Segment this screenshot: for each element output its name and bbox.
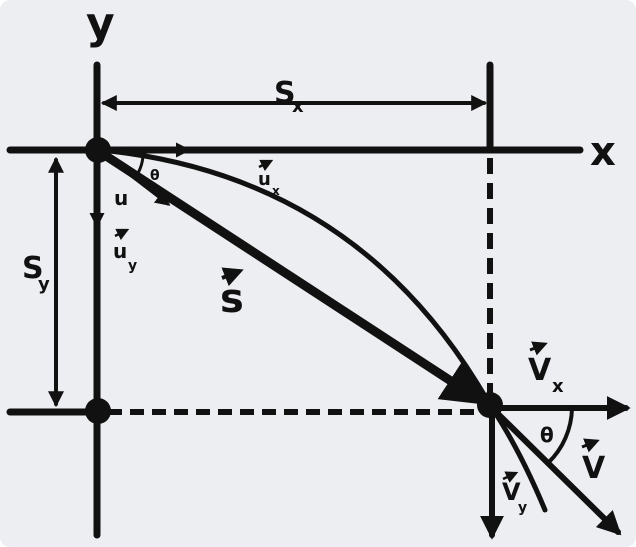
vx-vector-mark [529, 341, 548, 356]
x-axis-label: x [590, 129, 616, 175]
theta-bottom-label: θ [540, 423, 554, 447]
uy-subscript: y [128, 258, 137, 274]
v-arrow [489, 405, 622, 536]
origin-point [85, 137, 111, 163]
v-vector-mark [581, 438, 600, 453]
vy-label: V [502, 478, 521, 506]
theta-arc-top [133, 148, 145, 180]
vy-subscript: y [518, 500, 527, 516]
trajectory-tail [489, 405, 548, 513]
v-label: V [582, 451, 606, 486]
sy-subscript: y [38, 274, 50, 295]
sy-label: S [22, 251, 44, 286]
u-label: u [114, 186, 128, 210]
sx-subscript: x [292, 96, 304, 117]
s-vector-mark [221, 267, 244, 287]
bottom-left-point [85, 398, 111, 424]
vx-subscript: x [552, 376, 564, 397]
sx-label: S [274, 76, 296, 111]
ux-label: u [258, 169, 271, 190]
s-label: s [220, 276, 244, 322]
ux-vector-mark [258, 159, 274, 172]
ux-subscript: x [272, 184, 280, 198]
landing-point [477, 392, 503, 418]
trajectory-curve [97, 147, 493, 408]
vx-label: V [528, 353, 552, 388]
vy-vector-mark [502, 471, 519, 483]
y-axis-label: y [86, 0, 115, 49]
uy-vector-mark [114, 228, 130, 241]
theta-top-label: θ [150, 168, 160, 184]
theta-arc-bottom [546, 406, 574, 465]
uy-label: u [113, 239, 127, 263]
displacement-arrow [95, 147, 488, 405]
